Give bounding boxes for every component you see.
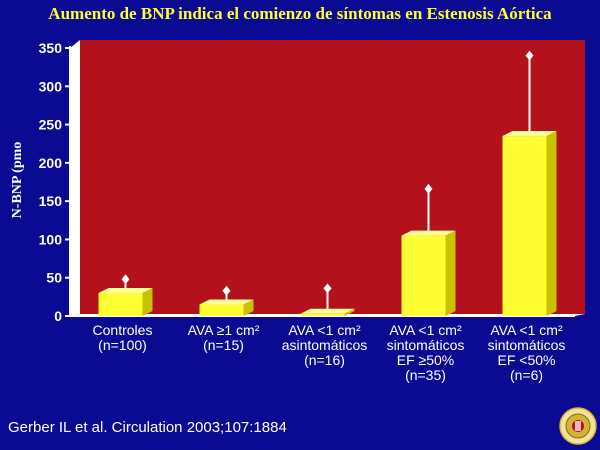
bar-top bbox=[502, 131, 557, 137]
y-tick-label: 350 bbox=[39, 40, 63, 56]
bar bbox=[300, 313, 345, 316]
x-tick-label: AVA <1 cm² sintomáticos EF <50% (n=6) bbox=[487, 322, 566, 383]
error-cap bbox=[424, 183, 433, 194]
y-tick-label: 300 bbox=[39, 78, 63, 94]
bar bbox=[98, 293, 143, 316]
x-tick-label: Controles (n=100) bbox=[92, 322, 153, 353]
bar-top bbox=[300, 308, 355, 314]
bar-top bbox=[401, 230, 456, 236]
y-tick-label: 150 bbox=[39, 193, 63, 209]
bar bbox=[401, 235, 446, 316]
y-tick-label: 50 bbox=[46, 270, 62, 286]
y-tick-label: 200 bbox=[39, 155, 63, 171]
chart-title: Aumento de BNP indica el comienzo de sín… bbox=[48, 4, 552, 23]
bar-side bbox=[142, 288, 153, 316]
error-cap bbox=[121, 274, 130, 285]
plot-side-wall bbox=[70, 40, 80, 316]
bar-side bbox=[445, 230, 456, 316]
bar-top bbox=[98, 288, 153, 294]
x-tick-label: AVA ≥1 cm² (n=15) bbox=[187, 322, 260, 353]
y-tick-label: 250 bbox=[39, 117, 63, 133]
citation-text: Gerber IL et al. Circulation 2003;107:18… bbox=[8, 419, 287, 436]
error-cap bbox=[323, 283, 332, 294]
x-tick-label: AVA <1 cm² sintomáticos EF ≥50% (n=35) bbox=[386, 322, 465, 383]
error-cap bbox=[222, 285, 231, 296]
bar bbox=[199, 304, 244, 316]
y-tick-label: 100 bbox=[39, 231, 63, 247]
bar-top bbox=[199, 299, 254, 305]
bar-side bbox=[243, 299, 254, 316]
error-cap bbox=[525, 50, 534, 61]
bar-side bbox=[344, 308, 355, 316]
plot-area bbox=[80, 40, 585, 314]
bar bbox=[502, 136, 547, 316]
y-tick-label: 0 bbox=[54, 308, 62, 324]
university-seal-logo bbox=[559, 407, 597, 445]
x-tick-label: AVA <1 cm² asintomáticos (n=16) bbox=[281, 322, 368, 368]
bar-side bbox=[546, 131, 557, 316]
